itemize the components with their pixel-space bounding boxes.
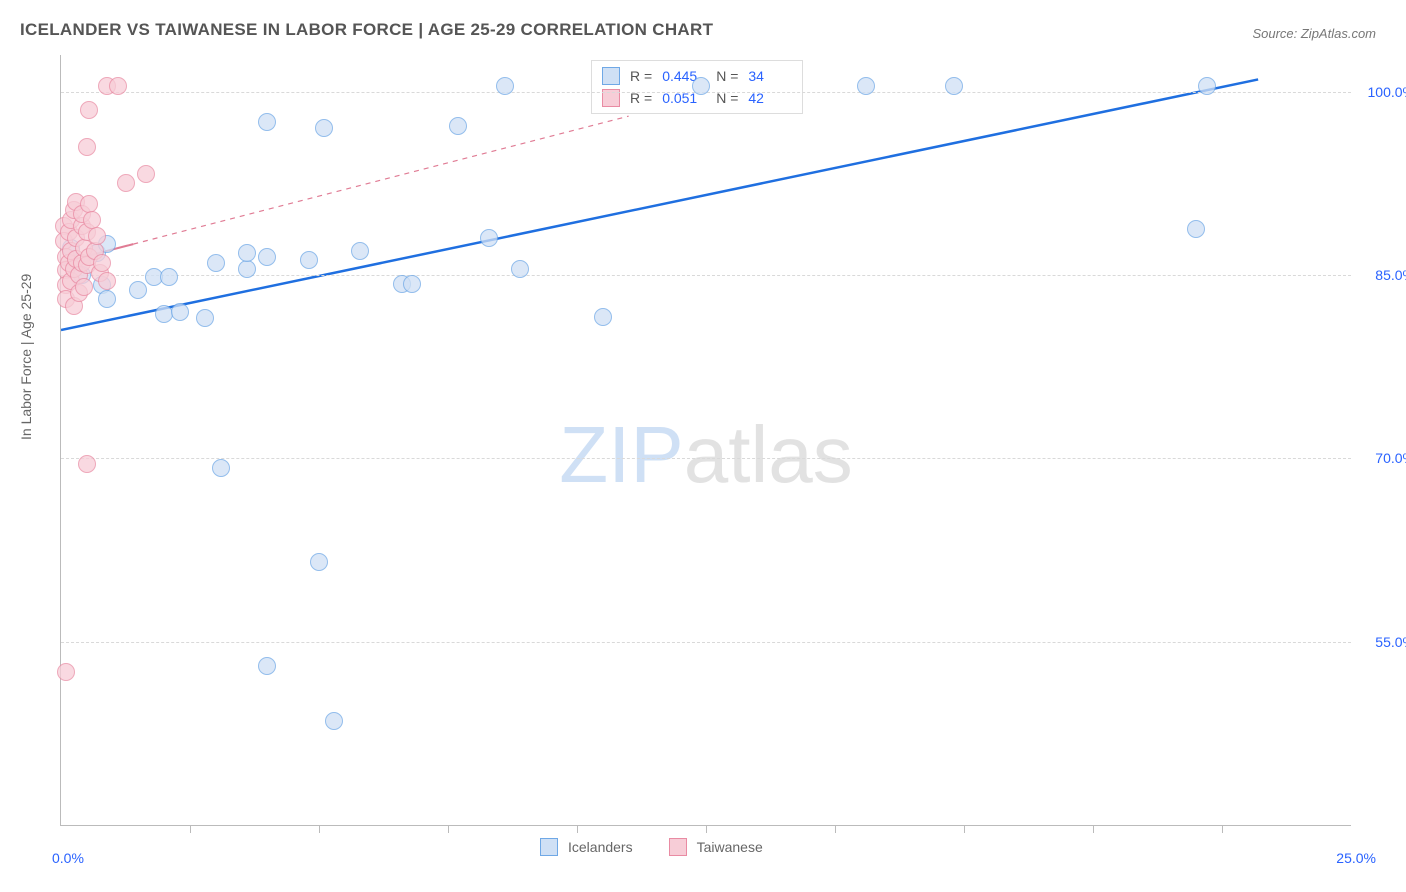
data-point [1198, 77, 1216, 95]
x-axis-start-label: 0.0% [52, 850, 84, 866]
data-point [496, 77, 514, 95]
data-point [212, 459, 230, 477]
n-value-icelanders: 34 [748, 68, 792, 84]
data-point [238, 260, 256, 278]
data-point [78, 138, 96, 156]
data-point [207, 254, 225, 272]
data-point [945, 77, 963, 95]
data-point [98, 272, 116, 290]
data-point [93, 254, 111, 272]
data-point [403, 275, 421, 293]
watermark-part2: atlas [684, 410, 853, 499]
data-point [300, 251, 318, 269]
y-axis-tick-label: 100.0% [1368, 84, 1406, 100]
data-point [258, 113, 276, 131]
data-point [1187, 220, 1205, 238]
trend-lines-layer [61, 55, 1351, 825]
gridline [61, 275, 1351, 276]
legend-swatch-icelanders [540, 838, 558, 856]
y-axis-tick-label: 55.0% [1375, 634, 1406, 650]
n-label: N = [716, 68, 738, 84]
y-axis-tick-label: 70.0% [1375, 450, 1406, 466]
data-point [310, 553, 328, 571]
data-point [137, 165, 155, 183]
data-point [98, 290, 116, 308]
legend-label-icelanders: Icelanders [568, 839, 633, 855]
x-axis-tick [448, 825, 449, 833]
data-point [171, 303, 189, 321]
data-point [325, 712, 343, 730]
x-axis-end-label: 25.0% [1336, 850, 1376, 866]
x-axis-tick [319, 825, 320, 833]
gridline [61, 642, 1351, 643]
data-point [160, 268, 178, 286]
data-point [351, 242, 369, 260]
data-point [57, 663, 75, 681]
r-label: R = [630, 68, 652, 84]
data-point [258, 657, 276, 675]
data-point [78, 455, 96, 473]
data-point [80, 101, 98, 119]
series-legend: Icelanders Taiwanese [540, 838, 763, 856]
watermark: ZIPatlas [559, 409, 852, 501]
data-point [117, 174, 135, 192]
x-axis-tick [1222, 825, 1223, 833]
x-axis-tick [1093, 825, 1094, 833]
data-point [129, 281, 147, 299]
data-point [109, 77, 127, 95]
data-point [511, 260, 529, 278]
data-point [315, 119, 333, 137]
watermark-part1: ZIP [559, 410, 683, 499]
data-point [480, 229, 498, 247]
x-axis-tick [577, 825, 578, 833]
chart-title: ICELANDER VS TAIWANESE IN LABOR FORCE | … [20, 20, 713, 40]
legend-swatch-icelanders [602, 67, 620, 85]
data-point [449, 117, 467, 135]
data-point [857, 77, 875, 95]
x-axis-tick [835, 825, 836, 833]
x-axis-tick [706, 825, 707, 833]
data-point [258, 248, 276, 266]
y-axis-tick-label: 85.0% [1375, 267, 1406, 283]
data-point [692, 77, 710, 95]
data-point [75, 278, 93, 296]
x-axis-tick [190, 825, 191, 833]
y-axis-title: In Labor Force | Age 25-29 [18, 274, 34, 440]
legend-label-taiwanese: Taiwanese [697, 839, 763, 855]
data-point [594, 308, 612, 326]
data-point [88, 227, 106, 245]
legend-swatch-taiwanese [669, 838, 687, 856]
data-point [238, 244, 256, 262]
plot-area: ZIPatlas R = 0.445 N = 34 R = 0.051 N = … [60, 55, 1351, 826]
x-axis-tick [964, 825, 965, 833]
source-attribution: Source: ZipAtlas.com [1252, 26, 1376, 41]
gridline [61, 458, 1351, 459]
data-point [196, 309, 214, 327]
